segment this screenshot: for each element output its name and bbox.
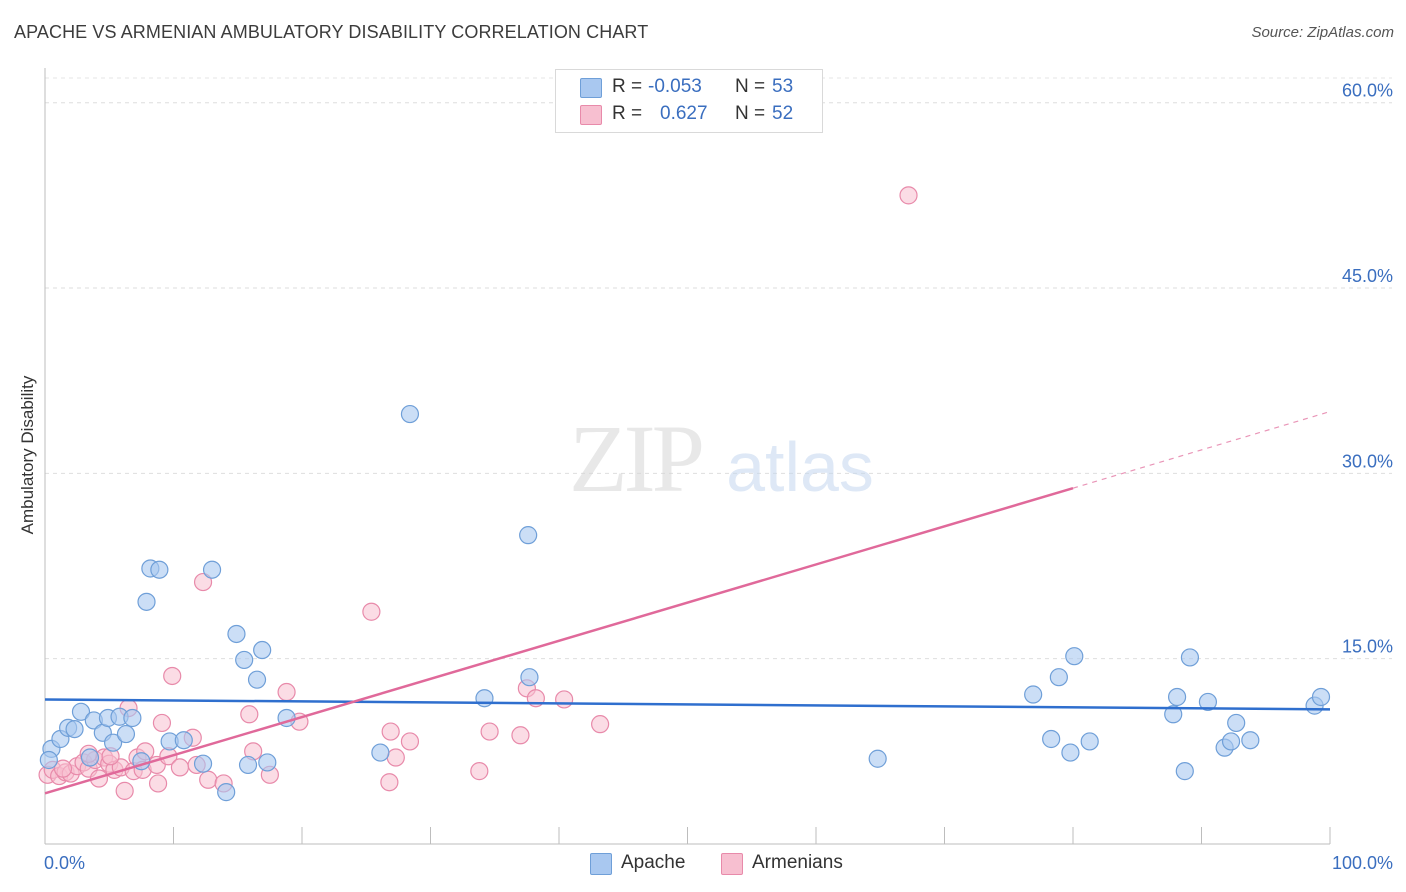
r-label: R =	[612, 76, 643, 97]
apache-point	[1049, 668, 1068, 687]
armenians-point	[152, 713, 172, 733]
apache-point	[235, 650, 254, 670]
source-label: Source: ZipAtlas.com	[1251, 24, 1394, 41]
apache-point	[80, 748, 100, 767]
armenians-point	[170, 758, 190, 777]
apache-point	[1061, 743, 1080, 762]
armenians-point	[362, 602, 381, 621]
y-tick-label: 60.0%	[1342, 81, 1393, 101]
apache-point	[1241, 731, 1260, 750]
armenians-point	[193, 572, 213, 592]
watermark-atlas: atlas	[726, 428, 874, 506]
armenians-point	[240, 705, 259, 724]
armenians-point	[400, 732, 420, 751]
axes	[44, 68, 1331, 845]
apache-point	[247, 670, 267, 689]
n-value: 52	[772, 103, 794, 124]
apache-point	[137, 592, 156, 611]
apache-point	[400, 404, 420, 424]
apache-point	[1180, 648, 1200, 667]
armenians-point	[115, 781, 134, 800]
apache-point	[71, 702, 91, 721]
armenians-point	[480, 722, 499, 741]
trend-lines	[44, 411, 1331, 795]
apache-point	[519, 526, 538, 545]
apache-point	[1024, 685, 1043, 704]
armenians-point	[199, 770, 218, 789]
x-tick-label-min: 0.0%	[44, 853, 85, 873]
armenians-trend-line	[44, 486, 1074, 795]
armenians-legend-swatch	[721, 853, 743, 875]
watermark-zip: ZIP	[569, 405, 702, 512]
n-label: N =	[735, 103, 766, 124]
watermark: ZIP atlas	[569, 405, 874, 512]
r-value: 0.627	[660, 103, 708, 124]
armenians-trend-extension	[1072, 411, 1331, 489]
armenians-point	[380, 773, 399, 792]
armenians-legend-label: Armenians	[752, 852, 843, 873]
r-value: -0.053	[648, 76, 702, 97]
armenians-swatch	[580, 105, 602, 125]
y-tick-label: 30.0%	[1342, 451, 1393, 471]
armenians-point	[386, 748, 405, 767]
apache-swatch	[580, 78, 602, 98]
gridlines	[45, 77, 1392, 660]
armenians-point	[899, 186, 918, 205]
apache-point	[868, 749, 887, 768]
armenians-point	[53, 759, 73, 778]
apache-point	[371, 743, 390, 762]
n-value: 53	[772, 76, 794, 97]
apache-point	[1167, 687, 1187, 707]
x-tick-label-max: 100.0%	[1332, 853, 1393, 873]
apache-point	[1042, 729, 1061, 749]
armenians-point	[163, 666, 182, 686]
apache-point	[253, 640, 272, 660]
apache-point	[202, 560, 222, 579]
r-label: R =	[612, 103, 643, 124]
apache-point	[1227, 713, 1246, 733]
armenians-point	[555, 690, 574, 709]
x-tick-labels: 0.0% 100.0%	[44, 853, 1393, 873]
armenians-point	[148, 774, 168, 793]
apache-point	[1065, 647, 1084, 666]
apache-point	[39, 750, 58, 770]
apache-trend-line	[44, 698, 1331, 711]
y-tick-labels: 15.0% 30.0% 45.0% 60.0%	[1342, 81, 1393, 657]
apache-point	[475, 689, 494, 708]
apache-legend-swatch	[590, 853, 612, 875]
apache-point	[1175, 762, 1194, 781]
armenians-point	[470, 762, 489, 781]
apache-point	[104, 733, 123, 752]
apache-point	[174, 731, 193, 750]
y-tick-label: 15.0%	[1342, 637, 1393, 657]
apache-point	[520, 668, 539, 687]
chart-title: APACHE VS ARMENIAN AMBULATORY DISABILITY…	[14, 22, 649, 42]
apache-point	[1164, 705, 1183, 724]
apache-point	[116, 724, 136, 744]
apache-point	[1198, 692, 1218, 712]
apache-legend-label: Apache	[621, 852, 686, 873]
armenians-point	[591, 715, 610, 734]
armenians-point	[381, 722, 400, 741]
armenians-point	[511, 726, 530, 745]
correlation-legend: R = -0.053 N = 53 R = 0.627 N = 52	[555, 69, 823, 133]
apache-point	[238, 755, 258, 775]
apache-point	[1311, 687, 1331, 707]
apache-point	[258, 753, 277, 772]
apache-point	[65, 719, 84, 739]
apache-point	[217, 783, 236, 802]
armenians-point	[277, 682, 296, 702]
y-tick-label: 45.0%	[1342, 266, 1393, 286]
apache-point	[1221, 732, 1241, 751]
apache-point	[123, 708, 142, 728]
apache-point	[193, 754, 213, 773]
apache-point	[1080, 732, 1099, 751]
apache-point	[150, 560, 169, 579]
apache-point	[227, 624, 246, 644]
n-label: N =	[735, 76, 766, 97]
